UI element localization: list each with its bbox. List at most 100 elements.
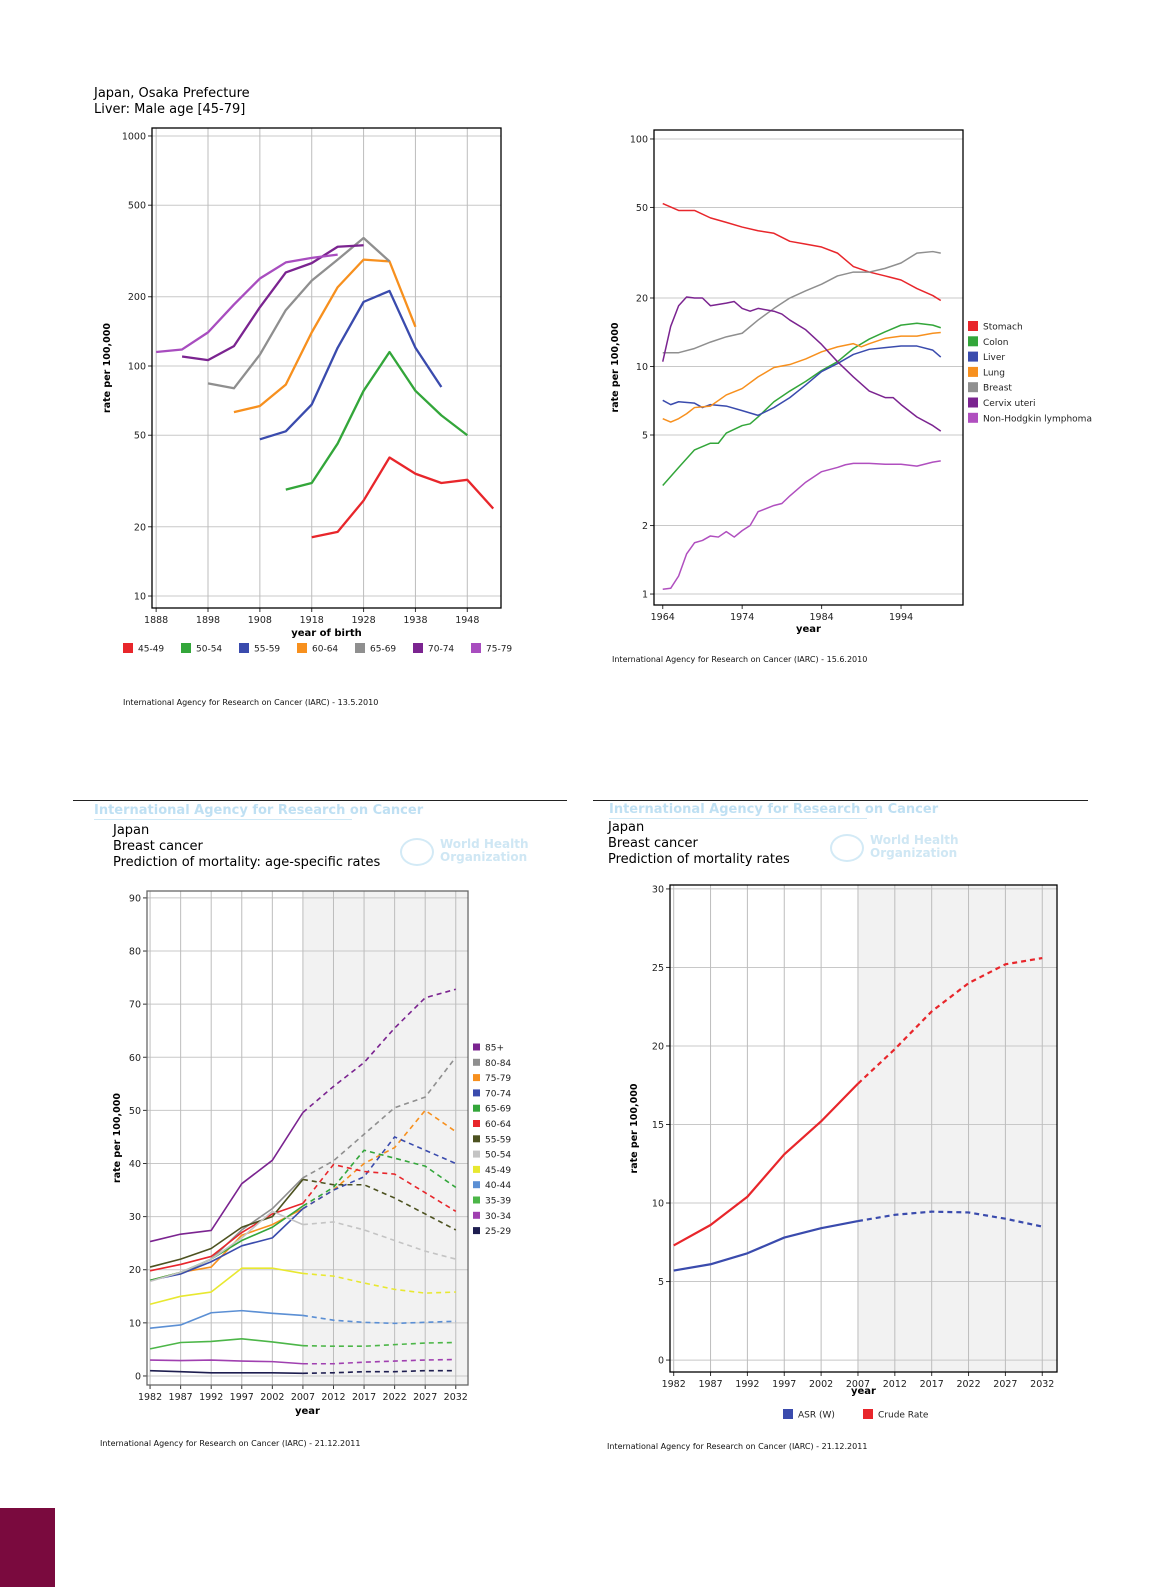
legend-item: Non-Hodgkin lymphoma — [968, 412, 1092, 424]
legend-label: 35-39 — [485, 1197, 511, 1207]
series-line — [149, 1208, 304, 1282]
gridlines — [654, 138, 963, 595]
series-line — [311, 456, 495, 539]
x-tick-label: 1997 — [772, 1379, 796, 1390]
x-tick-label: 2012 — [321, 1392, 345, 1403]
legend-swatch — [968, 336, 978, 347]
y-tick-label: 0 — [658, 1356, 664, 1367]
plot-border — [146, 890, 469, 1386]
watermark-line — [609, 818, 867, 819]
series-projection-line — [302, 1149, 457, 1207]
series-70-74 — [181, 244, 364, 362]
series-line — [207, 236, 391, 390]
x-tick-label: 1987 — [698, 1379, 722, 1390]
x-tick-label: 1997 — [230, 1392, 254, 1403]
y-tick-label: 40 — [129, 1159, 141, 1170]
legend-swatch — [473, 1150, 480, 1158]
legend-item: Liver — [968, 351, 1005, 363]
series-line — [150, 1359, 303, 1365]
legend-label: Cervix uteri — [983, 399, 1036, 409]
x-axis-label: year of birth — [291, 628, 362, 639]
legend-item: 85+ — [473, 1043, 504, 1054]
legend-swatch — [968, 321, 978, 331]
legend-item: 75-79 — [471, 643, 512, 655]
divider-left — [73, 800, 567, 801]
x-tick-label: 2022 — [956, 1379, 980, 1390]
gridlines — [152, 128, 501, 608]
series-projection-line — [302, 1341, 456, 1348]
chart3-title: Japan Breast cancer Prediction of mortalit… — [113, 823, 381, 870]
series-line — [181, 244, 364, 362]
legend-swatch — [473, 1227, 480, 1235]
chart1-source-footer: International Agency for Research on Can… — [123, 698, 379, 707]
series-line — [285, 350, 468, 491]
legend-item: 30-34 — [473, 1211, 511, 1222]
legend-swatch — [297, 643, 307, 653]
legend-item: Lung — [968, 366, 1005, 378]
y-tick-label: 20 — [652, 1041, 664, 1052]
chart-2: 1 2 5 10 20 50 100 1964 1974 1984 1994 year rate per… — [610, 129, 1092, 635]
legend-item: Colon — [968, 336, 1009, 348]
y-tick-label: 20 — [134, 522, 146, 533]
x-tick-label: 1888 — [144, 615, 168, 626]
legend-item: 75-79 — [473, 1074, 511, 1084]
series-line — [149, 1202, 304, 1272]
legend-swatch — [968, 366, 978, 377]
series-30-34 — [150, 1358, 456, 1365]
legend-label: 50-54 — [485, 1151, 511, 1161]
legend-label: 80-84 — [485, 1059, 511, 1069]
legend-item: 60-64 — [473, 1120, 511, 1130]
legend-label: 40-44 — [485, 1181, 511, 1191]
series-line — [673, 1219, 859, 1272]
legend-label: Colon — [983, 338, 1009, 348]
series-45-49 — [149, 1267, 456, 1306]
y-tick-label: 5 — [642, 430, 648, 441]
x-tick-label: 1938 — [403, 615, 427, 626]
legend-swatch — [473, 1211, 480, 1219]
legend-swatch — [968, 397, 978, 408]
legend-item: ASR (W) — [783, 1409, 835, 1421]
legend-label: 25-29 — [485, 1227, 511, 1237]
legend-label: Non-Hodgkin lymphoma — [983, 414, 1092, 424]
legend-label: 70-74 — [485, 1089, 511, 1099]
series-line — [259, 289, 443, 441]
y-tick-label: 1 — [642, 590, 648, 601]
series-projection-line — [302, 1358, 456, 1365]
legend-swatch — [783, 1409, 793, 1419]
x-tick-label: 2032 — [444, 1392, 468, 1403]
projection-shading — [857, 885, 1056, 1372]
legend-swatch — [473, 1089, 480, 1097]
legend: ASR (W) Crude Rate — [783, 1409, 929, 1421]
legend-swatch — [968, 382, 978, 393]
series-55-59 — [259, 289, 443, 441]
legend-item: 55-59 — [239, 643, 280, 655]
legend-item: 50-54 — [473, 1150, 511, 1161]
legend: Stomach Colon Liver Lung Breast Cervix uteri N… — [968, 321, 1092, 424]
legend-swatch — [471, 643, 481, 653]
series-line — [662, 331, 941, 423]
series-stomach — [662, 202, 942, 302]
series-line — [149, 1112, 304, 1243]
x-tick-label: 2022 — [383, 1392, 407, 1403]
legend-label: 30-34 — [485, 1212, 511, 1222]
legend-swatch — [473, 1135, 480, 1143]
legend-label: 60-64 — [312, 645, 338, 655]
legend-swatch — [473, 1074, 480, 1082]
y-tick-label: 50 — [134, 431, 146, 442]
legend-item: Breast — [968, 382, 1012, 394]
legend-swatch — [968, 351, 978, 362]
legend-item: 65-69 — [473, 1104, 511, 1115]
chart1-title: Japan, Osaka Prefecture Liver: Male age [… — [94, 86, 250, 117]
legend-item: 70-74 — [473, 1089, 511, 1099]
x-tick-label: 1908 — [248, 615, 272, 626]
y-tick-label: 10 — [652, 1199, 664, 1210]
legend-label: 60-64 — [485, 1120, 511, 1130]
y-tick-label: 1000 — [122, 131, 146, 142]
y-tick-label: 100 — [630, 134, 648, 145]
y-tick-label: 15 — [652, 1120, 664, 1131]
legend-item: Crude Rate — [863, 1409, 929, 1421]
watermark-agency-text: International Agency for Research on Can… — [609, 802, 939, 817]
x-tick-label: 2007 — [291, 1392, 315, 1403]
legend-item: 45-49 — [123, 643, 164, 655]
